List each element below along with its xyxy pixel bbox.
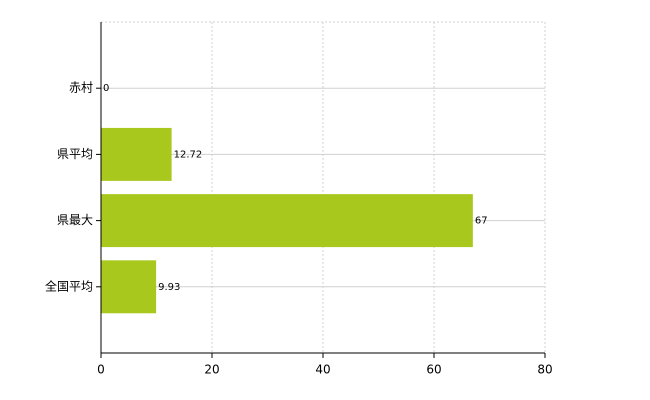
- y-tick-label: 県最大: [57, 213, 93, 227]
- value-label: 12.72: [174, 149, 203, 160]
- bar: [101, 260, 157, 314]
- y-tick-label: 赤村: [69, 81, 93, 95]
- x-tick-label: 20: [204, 363, 219, 377]
- value-label: 9.93: [158, 282, 180, 293]
- bar: [101, 194, 473, 248]
- y-tick-label: 県平均: [57, 147, 93, 161]
- x-tick-label: 0: [97, 363, 105, 377]
- x-tick-label: 60: [426, 363, 441, 377]
- y-tick-label: 全国平均: [45, 278, 93, 293]
- value-label: 0: [103, 83, 109, 94]
- value-label: 67: [475, 216, 488, 227]
- bar: [101, 127, 172, 181]
- x-tick-label: 40: [315, 363, 330, 377]
- x-tick-label: 80: [537, 363, 552, 377]
